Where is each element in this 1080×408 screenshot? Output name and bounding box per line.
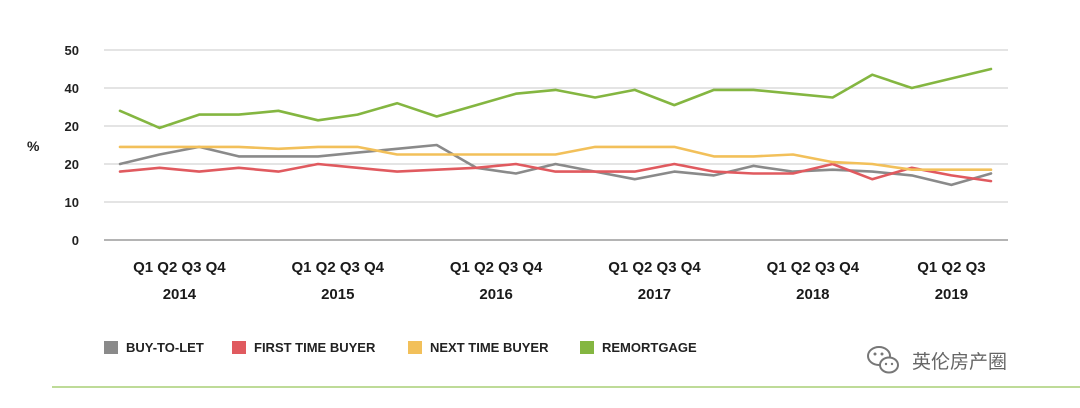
y-tick-label: 20 xyxy=(65,119,79,134)
x-quarter-labels: Q1 Q2 Q3 Q4 xyxy=(291,259,384,276)
x-quarter-labels: Q1 Q2 Q3 xyxy=(917,259,985,276)
legend-label: BUY-TO-LET xyxy=(126,340,204,355)
x-quarter-labels: Q1 Q2 Q3 Q4 xyxy=(450,259,543,276)
legend-swatch xyxy=(104,341,118,354)
y-axis-label: % xyxy=(27,138,40,154)
series-lines xyxy=(118,67,993,187)
legend: BUY-TO-LET FIRST TIME BUYER NEXT TIME BUYE… xyxy=(104,340,697,355)
legend-swatch xyxy=(232,341,246,354)
y-tick-label: 10 xyxy=(65,195,79,210)
y-tick-label: 0 xyxy=(72,233,79,248)
x-year-label: 2016 xyxy=(479,286,512,303)
x-axis-groups: Q1 Q2 Q3 Q4 2014 Q1 Q2 Q3 Q4 2015 Q1 Q2 Q3 Q… xyxy=(133,259,985,303)
x-year-label: 2019 xyxy=(935,286,968,303)
x-year-label: 2014 xyxy=(163,286,197,303)
legend-swatch xyxy=(580,341,594,354)
legend-swatch xyxy=(408,341,422,354)
y-tick-label: 40 xyxy=(65,81,79,96)
x-year-label: 2015 xyxy=(321,286,354,303)
legend-item: NEXT TIME BUYER xyxy=(408,340,549,355)
legend-label: FIRST TIME BUYER xyxy=(254,340,376,355)
x-quarter-labels: Q1 Q2 Q3 Q4 xyxy=(767,259,860,276)
wechat-icon xyxy=(867,346,899,374)
legend-item: REMORTGAGE xyxy=(580,340,697,355)
gridlines xyxy=(104,49,1008,241)
legend-label: REMORTGAGE xyxy=(602,340,697,355)
x-quarter-labels: Q1 Q2 Q3 Q4 xyxy=(608,259,701,276)
watermark: 英伦房产圈 xyxy=(867,346,1007,374)
x-year-label: 2017 xyxy=(638,286,671,303)
series-line-first-time-buyer xyxy=(118,162,993,183)
watermark-text: 英伦房产圈 xyxy=(912,351,1007,373)
y-axis-ticks: 0 10 20 20 40 50 xyxy=(65,43,79,248)
x-quarter-labels: Q1 Q2 Q3 Q4 xyxy=(133,259,226,276)
legend-item: FIRST TIME BUYER xyxy=(232,340,376,355)
y-tick-label: 20 xyxy=(65,157,79,172)
series-line-buy-to-let xyxy=(118,143,993,187)
legend-item: BUY-TO-LET xyxy=(104,340,204,355)
series-line-next-time-buyer xyxy=(118,145,993,171)
x-year-label: 2018 xyxy=(796,286,829,303)
legend-label: NEXT TIME BUYER xyxy=(430,340,549,355)
series-line-remortgage xyxy=(118,67,993,130)
y-tick-label: 50 xyxy=(65,43,79,58)
